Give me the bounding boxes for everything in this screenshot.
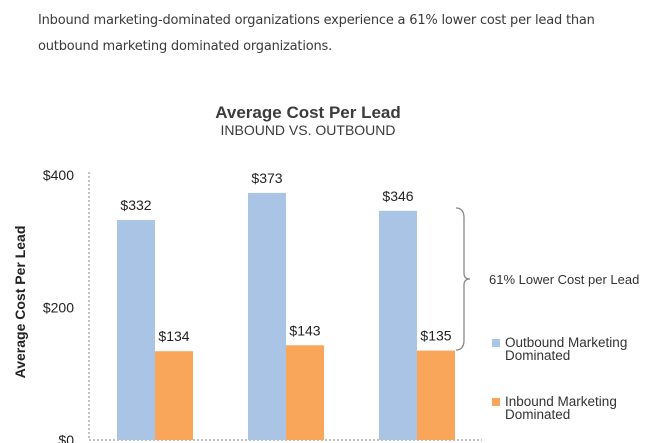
y-tick-label: $400 — [43, 167, 74, 183]
y-axis-label: Average Cost Per Lead — [12, 226, 28, 379]
legend-label: Inbound Marketing — [505, 394, 617, 409]
chart-title: Average Cost Per Lead — [215, 103, 401, 122]
bar-value-label: $134 — [158, 328, 189, 344]
intro-text: Inbound marketing-dominated organization… — [38, 8, 638, 60]
bar-value-label: $135 — [420, 328, 451, 344]
inbound-bar — [286, 345, 324, 440]
bar-value-label: $346 — [382, 188, 413, 204]
legend-label: Dominated — [505, 407, 570, 422]
inbound-bar — [155, 351, 193, 440]
bar-value-label: $143 — [289, 322, 320, 338]
y-tick-label: $0 — [58, 432, 74, 443]
outbound-bar — [379, 210, 417, 440]
legend-label: Outbound Marketing — [505, 335, 627, 350]
annotation-text: 61% Lower Cost per Lead — [489, 272, 639, 287]
intro-line-1: Inbound marketing-dominated organization… — [38, 13, 595, 28]
bar-value-label: $332 — [120, 197, 151, 213]
legend-label: Dominated — [505, 348, 570, 363]
legend-swatch-inbound — [492, 398, 500, 406]
chart-subtitle: INBOUND VS. OUTBOUND — [220, 122, 395, 138]
inbound-bar — [417, 350, 455, 440]
intro-line-2: outbound marketing dominated organizatio… — [38, 39, 333, 54]
outbound-bar — [117, 220, 155, 440]
outbound-bar — [248, 192, 286, 440]
legend-swatch-outbound — [492, 339, 500, 347]
brace-shape — [455, 207, 471, 351]
y-tick-label: $200 — [43, 300, 74, 316]
bar-value-label: $373 — [251, 170, 282, 186]
